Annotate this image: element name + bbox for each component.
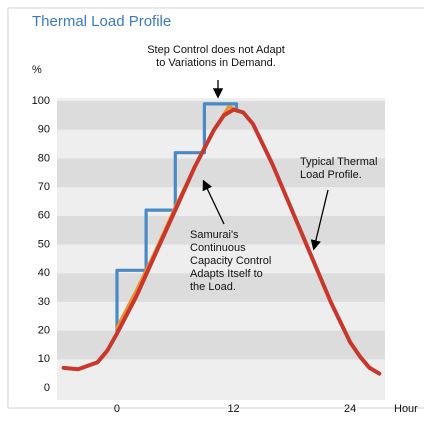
- series-line: [61, 107, 382, 376]
- annotation: the Load.: [190, 281, 236, 293]
- grid-band: [57, 215, 385, 245]
- x-tick-label: 0: [114, 403, 120, 415]
- grid-band: [57, 129, 385, 159]
- y-tick-label: 10: [38, 353, 50, 365]
- x-axis-label: Hour: [394, 403, 418, 415]
- y-tick-label: 30: [38, 296, 50, 308]
- x-tick-label: 12: [227, 403, 239, 415]
- y-tick-label: 20: [38, 325, 50, 337]
- y-tick-label: 90: [38, 124, 50, 136]
- y-tick-label: 50: [38, 238, 50, 250]
- arrow: [202, 179, 225, 225]
- grid-band: [57, 244, 385, 274]
- grid-band: [57, 301, 385, 331]
- y-tick-label: 80: [38, 152, 50, 164]
- annotation: Samurai's: [190, 229, 239, 241]
- annotation: Load Profile.: [300, 169, 362, 181]
- grid-band: [57, 101, 385, 130]
- grid-band: [57, 158, 385, 188]
- arrow: [310, 189, 329, 251]
- annotation: Adapts Itself to: [190, 268, 263, 280]
- y-tick-label: 60: [38, 210, 50, 222]
- y-tick-label: 40: [38, 267, 50, 279]
- annotation: Capacity Control: [190, 255, 271, 267]
- annotation: Step Control does not Adapt: [147, 44, 285, 56]
- chart-title: Thermal Load Profile: [32, 13, 171, 30]
- annotation: Typical Thermal: [300, 156, 377, 168]
- annotation: to Variations in Demand.: [156, 57, 276, 69]
- annotation: Continuous: [190, 242, 246, 254]
- series-line: [115, 102, 239, 333]
- y-axis-label: %: [32, 64, 42, 76]
- grid-band: [57, 187, 385, 216]
- x-tick-label: 24: [344, 403, 356, 415]
- y-tick-label: 100: [32, 95, 50, 107]
- grid-band: [57, 359, 385, 388]
- y-tick-label: 70: [38, 181, 50, 193]
- y-tick-label: 0: [44, 382, 50, 394]
